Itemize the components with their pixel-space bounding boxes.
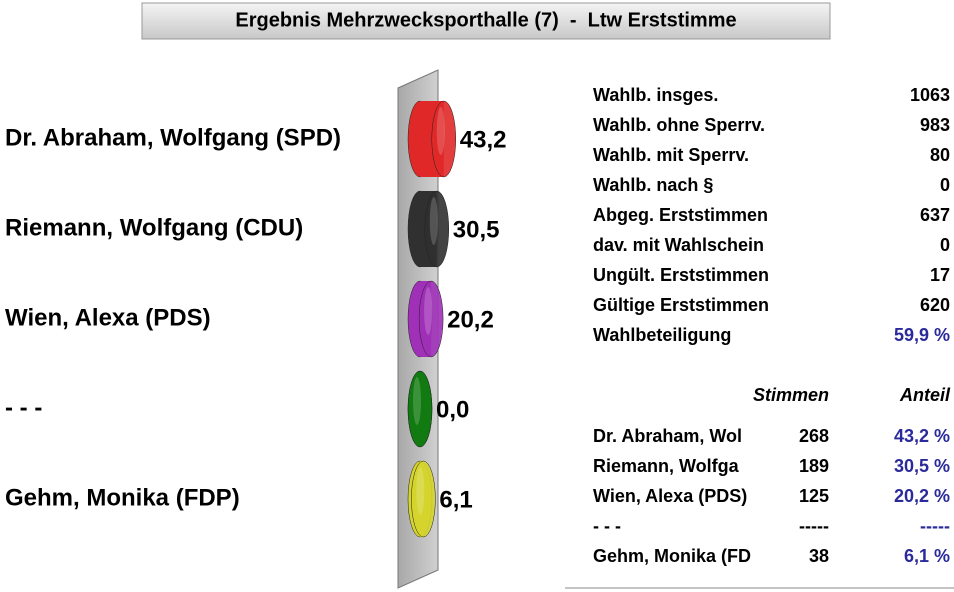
result-share: 43,2 %: [894, 426, 950, 446]
bar-shine: [413, 377, 421, 425]
summary-value: 17: [930, 265, 950, 285]
bar-shine: [436, 107, 445, 155]
summary-value: 637: [920, 205, 950, 225]
result-name: Wien, Alexa (PDS): [593, 486, 747, 506]
result-share: -----: [920, 516, 950, 536]
category-label: Dr. Abraham, Wolfgang (SPD): [5, 124, 341, 151]
category-label: - - -: [5, 394, 42, 421]
summary-value: 0: [940, 175, 950, 195]
results-header: Stimmen: [753, 385, 829, 405]
value-label: 30,5: [453, 216, 500, 243]
summary-label: Wahlbeteiligung: [593, 325, 731, 345]
summary-label: dav. mit Wahlschein: [593, 235, 764, 255]
result-name: Riemann, Wolfga: [593, 456, 740, 476]
result-votes: 125: [799, 486, 829, 506]
summary-label: Gültige Erststimmen: [593, 295, 769, 315]
bar-face: [424, 190, 450, 268]
bar-face: [407, 370, 433, 448]
summary-value: 1063: [910, 85, 950, 105]
value-label: 20,2: [447, 306, 494, 333]
summary-label: Wahlb. nach §: [593, 175, 713, 195]
result-votes: 38: [809, 546, 829, 566]
value-label: 6,1: [439, 486, 472, 513]
bar-face: [418, 280, 444, 358]
result-name: Gehm, Monika (FD: [593, 546, 751, 566]
bar-shine: [429, 197, 438, 245]
category-label: Wien, Alexa (PDS): [5, 304, 211, 331]
results-header: Anteil: [899, 385, 951, 405]
result-share: 6,1 %: [904, 546, 950, 566]
result-name: - - -: [593, 516, 621, 536]
result-share: 30,5 %: [894, 456, 950, 476]
value-label: 43,2: [460, 126, 507, 153]
bar-shine: [416, 467, 425, 515]
result-name: Dr. Abraham, Wol: [593, 426, 742, 446]
summary-label: Ungült. Erststimmen: [593, 265, 769, 285]
bar-face: [431, 100, 457, 178]
summary-value: 983: [920, 115, 950, 135]
title: Ergebnis Mehrzwecksporthalle (7) - Ltw E…: [235, 9, 736, 31]
summary-label: Wahlb. ohne Sperrv.: [593, 115, 765, 135]
result-share: 20,2 %: [894, 486, 950, 506]
summary-value: 0: [940, 235, 950, 255]
summary-label: Abgeg. Erststimmen: [593, 205, 768, 225]
result-votes: -----: [799, 516, 829, 536]
summary-value: 80: [930, 145, 950, 165]
bar-shine: [424, 287, 433, 335]
category-label: Riemann, Wolfgang (CDU): [5, 214, 303, 241]
summary-value: 59,9 %: [894, 325, 950, 345]
result-votes: 189: [799, 456, 829, 476]
summary-value: 620: [920, 295, 950, 315]
category-label: Gehm, Monika (FDP): [5, 484, 240, 511]
summary-label: Wahlb. insges.: [593, 85, 718, 105]
result-votes: 268: [799, 426, 829, 446]
summary-label: Wahlb. mit Sperrv.: [593, 145, 749, 165]
value-label: 0,0: [436, 396, 469, 423]
bar-face: [411, 460, 436, 538]
title-box: [141, 2, 831, 40]
